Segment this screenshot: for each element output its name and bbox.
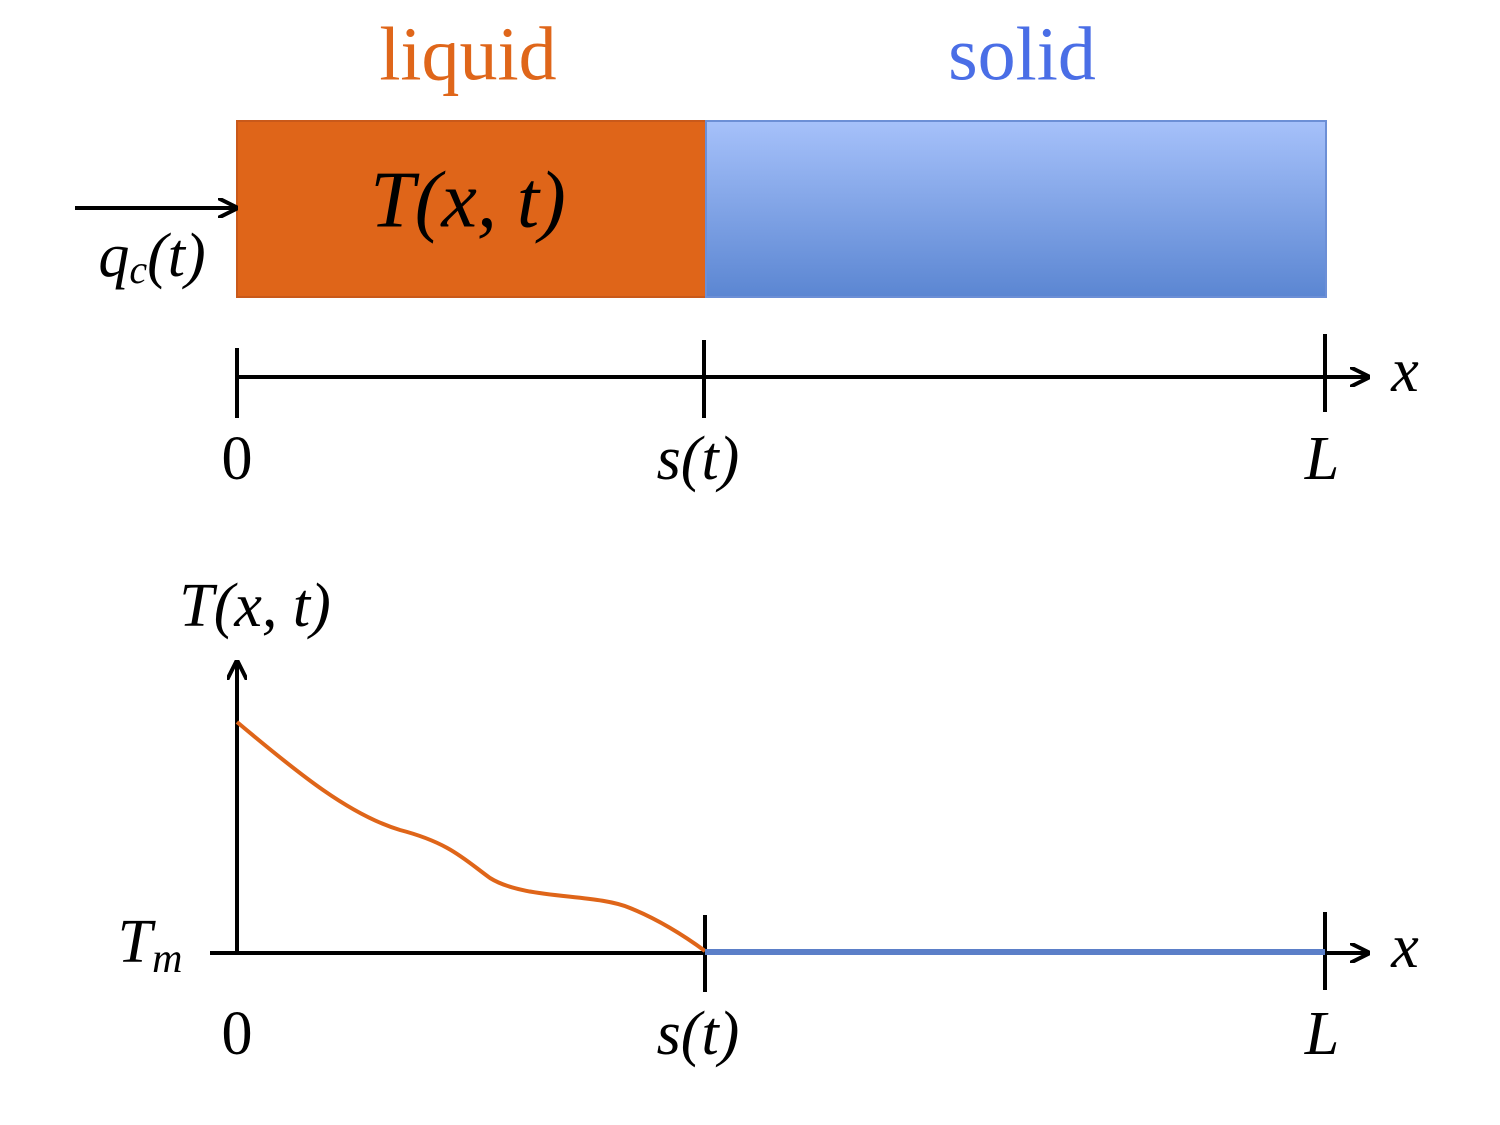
tick-label: s(t) [657, 1000, 740, 1068]
solid-label: solid [948, 12, 1096, 96]
tick-label: 0 [222, 425, 253, 493]
tick-label: s(t) [657, 425, 740, 493]
tick-label: 0 [222, 1000, 253, 1068]
bar-label: T(x, t) [370, 156, 566, 244]
liquid-label: liquid [379, 12, 556, 96]
y-axis-label: T(x, t) [179, 572, 331, 640]
tick-label: L [1304, 1000, 1339, 1068]
solid-region [705, 120, 1327, 298]
flux-label: qc(t) [98, 222, 205, 292]
x-axis-label: x [1390, 913, 1419, 981]
liquid-region [236, 120, 707, 298]
y-tick-label: Tm [118, 908, 183, 981]
liquid-temperature-curve [235, 720, 707, 953]
axis-label: x [1390, 337, 1419, 405]
tick-label: L [1304, 425, 1339, 493]
